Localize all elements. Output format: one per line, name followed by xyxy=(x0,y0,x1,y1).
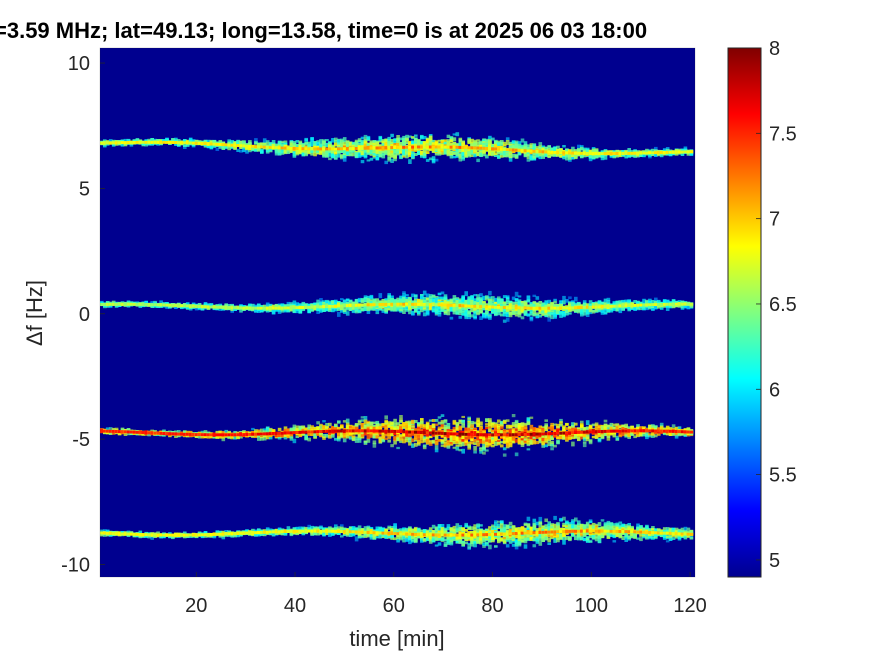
colorbar-tick-label: 8 xyxy=(769,38,780,60)
plot-frame xyxy=(99,47,696,578)
y-tick-label: -10 xyxy=(61,554,90,576)
x-tick-label: 120 xyxy=(673,595,706,617)
colorbar-tick-label: 5.5 xyxy=(769,465,797,487)
signal-traces xyxy=(100,132,694,550)
x-tick-label: 100 xyxy=(575,595,608,617)
y-tick-label: 0 xyxy=(79,304,90,326)
x-axis-label: time [min] xyxy=(349,626,444,651)
x-axis-ticks: 20 40 60 80 100 120 xyxy=(185,572,707,617)
y-tick-label: 10 xyxy=(68,53,90,75)
x-tick-label: 40 xyxy=(284,595,306,617)
colorbar xyxy=(727,47,762,578)
colorbar-tick-label: 5 xyxy=(769,550,780,572)
trace-2 xyxy=(100,290,694,323)
y-axis-label: Δf [Hz] xyxy=(22,280,47,346)
chart-title: =3.59 MHz; lat=49.13; long=13.58, time=0… xyxy=(0,18,647,43)
colorbar-tick-label: 7.5 xyxy=(769,123,797,145)
trace-4 xyxy=(100,515,694,550)
y-axis-ticks: 10 5 0 -5 -10 xyxy=(61,53,105,576)
y-tick-label: -5 xyxy=(72,429,90,451)
colorbar-tick-label: 6 xyxy=(769,379,780,401)
trace-1 xyxy=(100,132,694,165)
trace-3 xyxy=(100,414,694,457)
colorbar-tick-label: 7 xyxy=(769,209,780,231)
x-tick-label: 60 xyxy=(383,595,405,617)
x-tick-label: 80 xyxy=(481,595,503,617)
spectrogram-plot xyxy=(99,47,696,578)
colorbar-ticks: 5 5.5 6 6.5 7 7.5 8 xyxy=(756,38,797,572)
y-tick-label: 5 xyxy=(79,178,90,200)
x-tick-label: 20 xyxy=(185,595,207,617)
colorbar-tick-label: 6.5 xyxy=(769,294,797,316)
